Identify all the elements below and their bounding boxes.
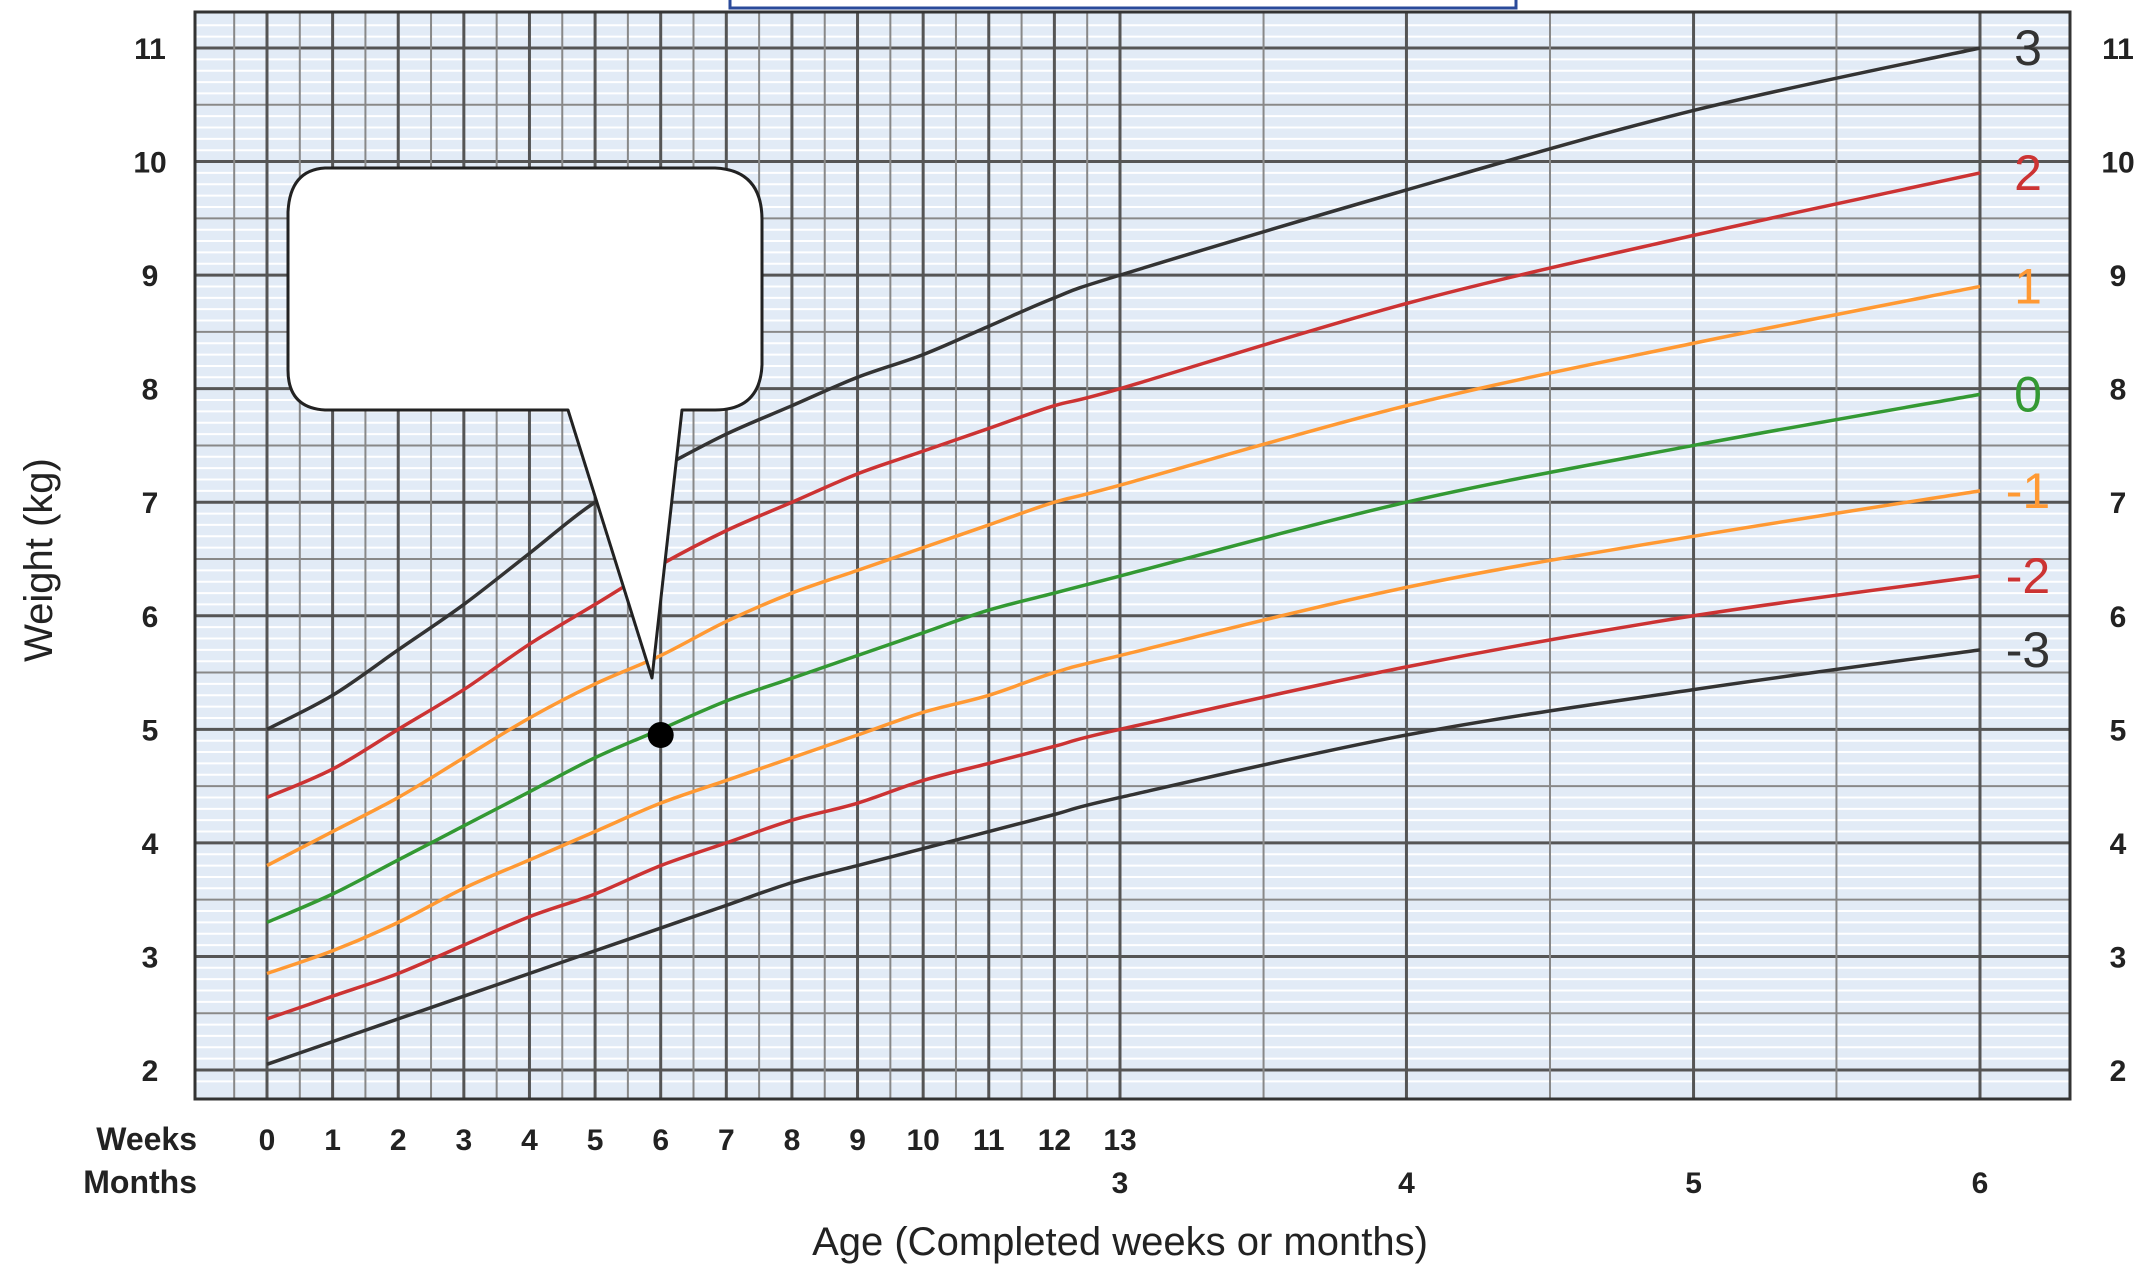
x-tick-weeks: 7 — [718, 1124, 735, 1157]
marker-layer — [647, 722, 674, 749]
x-tick-months: 4 — [1398, 1167, 1415, 1200]
y-tick-right: 2 — [2110, 1055, 2127, 1088]
series-label--3: -3 — [2006, 622, 2050, 678]
y-tick-right: 4 — [2110, 828, 2127, 861]
major-grid — [195, 12, 2070, 1099]
y-tick-right: 5 — [2110, 714, 2127, 747]
y-tick-right: 9 — [2110, 260, 2127, 293]
y-tick-left: 2 — [142, 1055, 159, 1088]
series-line--3 — [266, 648, 1981, 1066]
y-axis-title: Weight (kg) — [17, 458, 61, 662]
x-tick-weeks: 12 — [1038, 1124, 1071, 1157]
x-tick-weeks: 2 — [390, 1124, 407, 1157]
series-line--1 — [266, 489, 1981, 976]
series-layer — [266, 46, 1981, 1066]
y-tick-left: 4 — [142, 828, 159, 861]
x-tick-weeks: 9 — [849, 1124, 866, 1157]
x-tick-months: 6 — [1972, 1167, 1989, 1200]
y-tick-left: 10 — [133, 147, 166, 180]
plot-frame — [193, 10, 2072, 1101]
x-tick-weeks: 8 — [784, 1124, 801, 1157]
y-tick-left: 7 — [142, 487, 159, 520]
x-tick-weeks: 10 — [906, 1124, 939, 1157]
data-point-marker — [647, 722, 674, 749]
x-row-label: Weeks — [96, 1121, 197, 1157]
x-tick-weeks: 6 — [652, 1124, 669, 1157]
x-tick-weeks: 11 — [973, 1124, 1005, 1157]
series-label-2: 2 — [2014, 145, 2042, 201]
y-tick-right: 10 — [2101, 147, 2134, 180]
y-tick-right: 11 — [2102, 33, 2134, 66]
series-line-0 — [266, 392, 1981, 924]
x-tick-weeks: 13 — [1103, 1124, 1136, 1157]
y-tick-left: 5 — [142, 714, 159, 747]
x-tick-months: 3 — [1112, 1167, 1129, 1200]
series-label--1: -1 — [2006, 463, 2050, 519]
y-tick-left: 9 — [142, 260, 159, 293]
header-box — [728, 0, 1518, 10]
y-tick-left: 11 — [134, 33, 166, 66]
x-tick-weeks: 4 — [521, 1124, 538, 1157]
y-tick-left: 8 — [142, 374, 159, 407]
x-tick-weeks: 5 — [587, 1124, 604, 1157]
series-line-3 — [266, 46, 1981, 731]
series-line-1 — [266, 284, 1981, 868]
x-axis-title: Age (Completed weeks or months) — [812, 1220, 1428, 1264]
series-line-2 — [266, 171, 1981, 800]
series-line--2 — [266, 574, 1981, 1021]
x-tick-weeks: 3 — [456, 1124, 473, 1157]
y-tick-right: 3 — [2110, 941, 2127, 974]
y-tick-right: 6 — [2110, 601, 2127, 634]
x-row-label: Months — [83, 1164, 197, 1200]
series-label-3: 3 — [2014, 20, 2042, 76]
x-tick-weeks: 1 — [324, 1124, 341, 1157]
series-label-0: 0 — [2014, 366, 2042, 422]
y-tick-right: 7 — [2110, 487, 2127, 520]
speech-callout — [286, 166, 764, 680]
y-tick-right: 8 — [2110, 374, 2127, 407]
y-tick-left: 3 — [142, 941, 159, 974]
series-label-1: 1 — [2014, 258, 2042, 314]
x-tick-months: 5 — [1685, 1167, 1702, 1200]
callout-bubble — [286, 166, 764, 680]
series-label--2: -2 — [2006, 548, 2050, 604]
x-tick-weeks: 0 — [259, 1124, 276, 1157]
y-tick-left: 6 — [142, 601, 159, 634]
series-label-layer: 3 2 1 0 -1 -2 -3 — [2006, 20, 2050, 678]
